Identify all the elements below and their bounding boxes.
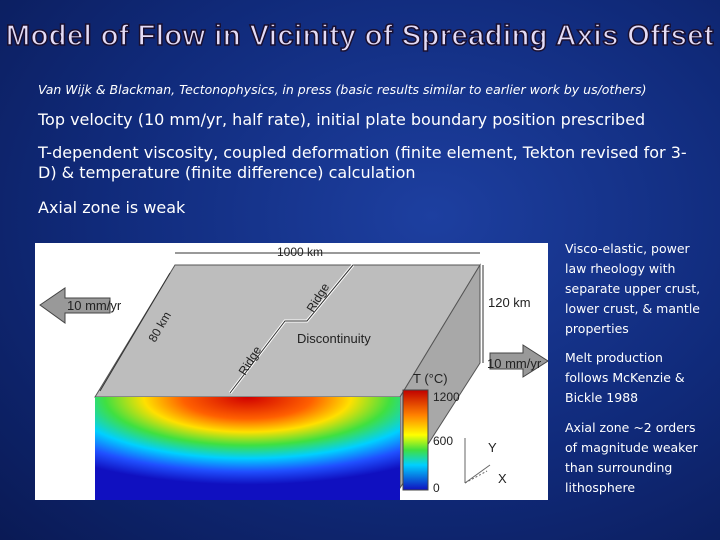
citation: Van Wijk & Blackman, Tectonophysics, in …	[38, 82, 647, 97]
colorbar-tick: 1200	[433, 390, 460, 404]
figure-label: 120 km	[488, 295, 531, 310]
temperature-section	[95, 397, 400, 500]
dimension-line	[99, 272, 171, 392]
side-note: Melt production follows McKenzie & Bickl…	[565, 350, 685, 405]
side-note: Axial zone ~2 orders of magnitude weaker…	[565, 420, 698, 495]
ridge-line	[229, 264, 354, 394]
velocity-arrow	[39, 287, 111, 324]
axis-icon	[464, 464, 491, 484]
colorbar-tick: 0	[433, 481, 440, 495]
slide-title: Model of Flow in Vicinity of Spreading A…	[5, 19, 715, 53]
model-figure: 1000 km 10 mm/yr 120 km 10 mm/yr 80 km R…	[35, 243, 548, 500]
figure-label: 1000 km	[277, 245, 323, 259]
axis-icon	[464, 470, 488, 484]
bullet: Axial zone is weak	[38, 198, 186, 217]
figure-label: Y	[488, 440, 497, 455]
colorbar	[402, 389, 429, 491]
figure-label: X	[498, 471, 507, 486]
figure-label: T (°C)	[413, 371, 448, 386]
bullet: Top velocity (10 mm/yr, half rate), init…	[38, 110, 646, 129]
velocity-arrow	[489, 344, 548, 378]
colorbar-tick: 600	[433, 434, 453, 448]
bullet: T-dependent viscosity, coupled deformati…	[38, 143, 687, 182]
figure-label: 10 mm/yr	[67, 298, 122, 313]
figure-label: Discontinuity	[297, 331, 371, 346]
side-note: Visco-elastic, power law rheology with s…	[565, 241, 701, 336]
figure-label: 10 mm/yr	[487, 356, 542, 371]
